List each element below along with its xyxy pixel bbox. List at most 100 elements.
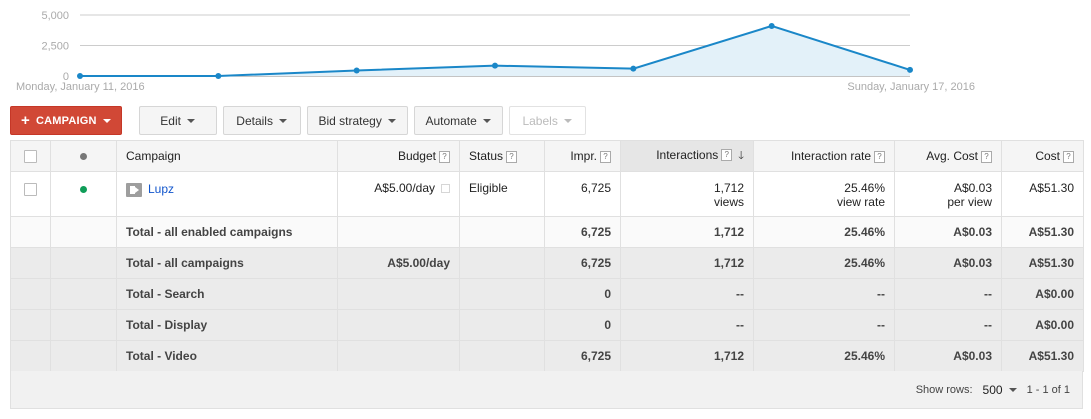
rows-per-page-select[interactable]: 500 [983, 383, 1017, 397]
total-avg-cost: A$0.03 [894, 340, 1002, 372]
status-column-header[interactable]: Status? [459, 140, 545, 172]
enabled-status-icon[interactable] [80, 186, 87, 193]
row-status-cell [50, 171, 117, 217]
help-icon[interactable]: ? [1063, 150, 1074, 163]
chart-point[interactable]: Wednesday, January 13, 2016: 450 [353, 67, 360, 74]
empty-cell [459, 340, 545, 372]
total-impr: 6,725 [544, 340, 621, 372]
help-icon[interactable]: ? [721, 149, 733, 162]
edit-budget-icon[interactable] [441, 184, 450, 194]
help-icon[interactable]: ? [874, 150, 885, 163]
chart-point[interactable]: Sunday, January 17, 2016: 500 [907, 66, 913, 73]
automate-button[interactable]: Automate [413, 106, 503, 135]
total-avg-cost: -- [894, 278, 1002, 310]
interactions-cell: 1,712 views [620, 171, 754, 217]
cost-cell: A$51.30 [1001, 171, 1084, 217]
sort-descending-icon: 🡓 [738, 149, 744, 162]
empty-cell [459, 309, 545, 341]
budget-header-label: Budget [397, 149, 436, 163]
avg-cost-unit: per view [947, 195, 992, 209]
empty-cell [10, 340, 51, 372]
total-cost: A$51.30 [1001, 340, 1084, 372]
avg-cost-column-header[interactable]: Avg. Cost? [894, 140, 1002, 172]
impr-column-header[interactable]: Impr.? [544, 140, 621, 172]
automate-label: Automate [425, 113, 477, 128]
interaction-rate-cell: 25.46% view rate [753, 171, 895, 217]
total-rate: -- [753, 309, 895, 341]
empty-cell [10, 216, 51, 248]
chart-point[interactable]: Thursday, January 14, 2016: 850 [492, 62, 498, 69]
total-avg-cost: A$0.03 [894, 247, 1002, 279]
total-row: Total - Display 0 -- -- -- A$0.00 [10, 309, 1084, 341]
help-icon[interactable]: ? [506, 150, 518, 163]
total-rate: -- [753, 278, 895, 310]
total-avg-cost: -- [894, 309, 1002, 341]
chart-point[interactable]: Friday, January 15, 2016: 600 [630, 65, 637, 72]
chart-point[interactable]: Saturday, January 16, 2016: 4100 [768, 22, 775, 29]
budget-value: A$5.00/day [374, 181, 435, 195]
budget-cell: A$5.00/day [337, 171, 460, 217]
empty-cell [50, 278, 117, 310]
status-cell: Eligible [459, 171, 545, 217]
interactions-value: 1,712 [713, 181, 744, 195]
chart-end-date: Sunday, January 17, 2016 [847, 81, 975, 93]
total-cost: A$0.00 [1001, 278, 1084, 310]
status-filter-icon[interactable] [80, 153, 87, 160]
interaction-rate-header-label: Interaction rate [790, 149, 871, 163]
total-cost: A$0.00 [1001, 309, 1084, 341]
total-budget [337, 278, 460, 310]
impr-cell: 6,725 [544, 171, 621, 217]
interaction-rate-unit: view rate [836, 195, 885, 209]
chevron-down-icon [482, 118, 491, 123]
chart-point[interactable]: Tuesday, January 12, 2016: 0 [215, 73, 222, 79]
chevron-down-icon [102, 118, 111, 123]
total-impr: 0 [544, 309, 621, 341]
budget-column-header[interactable]: Budget? [337, 140, 460, 172]
campaigns-table: Campaign Budget? Status? Impr.? Interact… [10, 140, 1084, 372]
total-interactions: -- [620, 278, 754, 310]
status-dot-header [50, 140, 117, 172]
total-cost: A$51.30 [1001, 247, 1084, 279]
total-cost: A$51.30 [1001, 216, 1084, 248]
total-label: Total - Display [116, 309, 338, 341]
row-checkbox[interactable] [24, 183, 37, 197]
total-impr: 6,725 [544, 216, 621, 248]
total-label: Total - all enabled campaigns [116, 216, 338, 248]
cost-column-header[interactable]: Cost? [1001, 140, 1084, 172]
chevron-down-icon [186, 118, 195, 123]
rows-per-page-value: 500 [982, 382, 1003, 397]
table-header-row: Campaign Budget? Status? Impr.? Interact… [10, 140, 1084, 172]
chevron-down-icon [563, 118, 572, 123]
details-label: Details [236, 113, 273, 128]
empty-cell [10, 278, 51, 310]
details-button[interactable]: Details [222, 106, 301, 135]
bid-strategy-button[interactable]: Bid strategy [306, 106, 408, 135]
total-rate: 25.46% [753, 340, 895, 372]
y-tick-label: 2,500 [41, 41, 69, 53]
select-all-checkbox[interactable] [24, 150, 37, 164]
help-icon[interactable]: ? [600, 150, 611, 163]
chart-start-date: Monday, January 11, 2016 [16, 81, 145, 93]
campaign-link[interactable]: Lupz [148, 182, 175, 196]
interaction-rate-column-header[interactable]: Interaction rate? [753, 140, 895, 172]
cost-header-label: Cost [1035, 149, 1060, 163]
total-label: Total - all campaigns [116, 247, 338, 279]
total-rate: 25.46% [753, 247, 895, 279]
total-budget [337, 340, 460, 372]
status-header-label: Status [469, 149, 504, 163]
chart-point[interactable]: Monday, January 11, 2016: 0 [77, 73, 83, 79]
total-budget: A$5.00/day [337, 247, 460, 279]
chart-points: Monday, January 11, 2016: 0 Tuesday, Janu… [77, 22, 913, 79]
total-interactions: 1,712 [620, 340, 754, 372]
empty-cell [459, 216, 545, 248]
select-all-header [10, 140, 51, 172]
total-interactions: 1,712 [620, 216, 754, 248]
edit-button[interactable]: Edit [138, 106, 217, 135]
help-icon[interactable]: ? [981, 150, 992, 163]
add-campaign-button[interactable]: + CAMPAIGN [10, 106, 122, 135]
help-icon[interactable]: ? [439, 150, 450, 163]
labels-button: Labels [508, 106, 586, 135]
row-select-cell [10, 171, 51, 217]
campaign-column-header[interactable]: Campaign [116, 140, 338, 172]
interactions-column-header[interactable]: Interactions? 🡓 [620, 140, 754, 172]
